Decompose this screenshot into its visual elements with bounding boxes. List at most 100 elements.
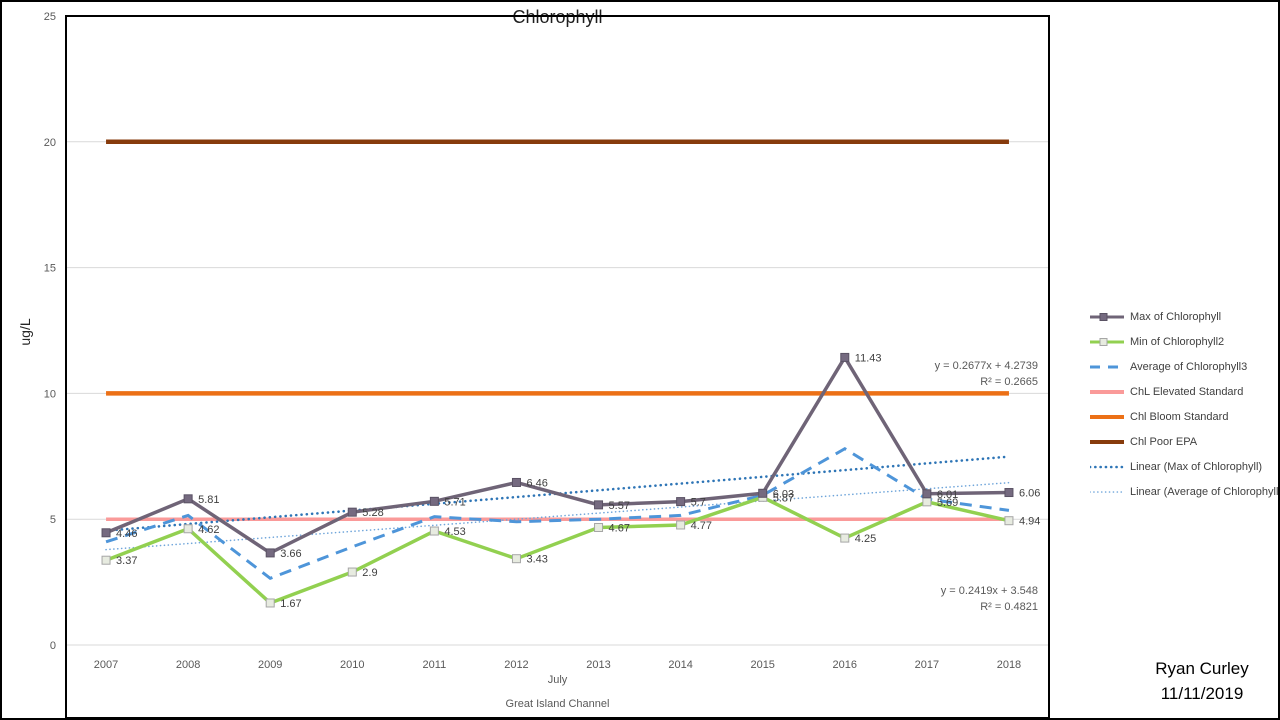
legend-item-label: ChL Elevated Standard — [1130, 385, 1244, 398]
legend-item: Chl Poor EPA — [1090, 429, 1278, 454]
data-label: 6.03 — [773, 488, 794, 500]
data-label: 5.7 — [691, 497, 706, 509]
data-point-marker — [101, 528, 111, 538]
data-label: 4.77 — [691, 520, 712, 532]
legend-swatch-icon — [1090, 389, 1124, 394]
legend-item: Linear (Average of Chlorophyll3) — [1090, 479, 1278, 504]
series-0-labels: 4.46 5.81 3.66 5.28 5.71 6.46 5.57 5.7 6.03 11.43… — [116, 352, 1040, 559]
trend-equation-6: y = 0.2677x + 4.2739 R² = 0.2665 — [935, 360, 1038, 388]
legend-item: Average of Chlorophyll3 — [1090, 354, 1278, 379]
data-label: 5.57 — [609, 500, 630, 512]
plot-border — [65, 15, 1050, 718]
trend-r2: R² = 0.4821 — [980, 601, 1038, 613]
trend-equation-7: y = 0.2419x + 3.548 R² = 0.4821 — [941, 585, 1038, 613]
y-tick-label: 5 — [50, 514, 56, 526]
data-point-marker — [101, 555, 111, 565]
data-label: 5.69 — [937, 497, 958, 509]
data-label: 4.62 — [198, 524, 219, 536]
data-point-marker — [758, 488, 768, 498]
data-point-marker — [594, 523, 604, 533]
data-point-marker — [1004, 516, 1014, 526]
data-point-marker — [840, 352, 850, 362]
x-tick-label: 2009 — [258, 659, 282, 671]
data-label: 3.66 — [280, 548, 301, 560]
y-axis-title-text: ug/L — [17, 318, 33, 345]
data-label: 3.37 — [116, 555, 137, 567]
legend-item: Linear (Max of Chlorophyll) — [1090, 454, 1278, 479]
data-label: 5.71 — [444, 496, 465, 508]
chart-legend: Max of Chlorophyll Min of Chlorophyll2 Ave… — [1090, 304, 1278, 504]
x-tick-label: 2010 — [340, 659, 364, 671]
legend-item-label: Chl Poor EPA — [1130, 435, 1198, 448]
data-label: 6.06 — [1019, 488, 1040, 500]
x-axis-title: Great Island Channel — [505, 698, 610, 710]
trend-r2: R² = 0.2665 — [980, 376, 1038, 388]
author-name: Ryan Curley — [1155, 659, 1249, 678]
x-tick-labels: 2007 2008 2009 2010 2011 2012 2013 2014 2015 2016… — [94, 659, 1021, 671]
data-label: 3.43 — [526, 554, 547, 566]
legend-item: Chl Bloom Standard — [1090, 404, 1278, 429]
legend-item-label: Linear (Max of Chlorophyll) — [1130, 460, 1263, 473]
data-point-marker — [676, 520, 686, 530]
data-label: 6.01 — [937, 489, 958, 501]
data-label: 1.67 — [280, 598, 301, 610]
series-1 — [101, 492, 1014, 608]
data-point-marker — [676, 497, 686, 507]
data-label: 5.28 — [362, 507, 383, 519]
data-label: 2.9 — [362, 567, 377, 579]
x-tick-label: 2017 — [915, 659, 939, 671]
data-label: 11.43 — [855, 352, 882, 364]
data-point-marker — [594, 500, 604, 510]
x-tick-label: 2015 — [750, 659, 774, 671]
x-tick-label: 2018 — [997, 659, 1021, 671]
y-tick-label: 20 — [44, 137, 56, 149]
series-2 — [105, 447, 1010, 581]
data-point-marker — [347, 567, 357, 577]
x-axis-group-label: July — [547, 674, 568, 686]
x-tick-label: 2008 — [176, 659, 200, 671]
legend-swatch-icon — [1090, 414, 1124, 419]
legend-swatch-icon — [1090, 312, 1124, 321]
x-tick-label: 2011 — [423, 659, 447, 671]
data-label: 5.87 — [773, 492, 794, 504]
y-axis-title: ug/L — [17, 318, 33, 345]
data-label: 6.46 — [526, 477, 547, 489]
legend-item: Max of Chlorophyll — [1090, 304, 1278, 329]
trend-equation: y = 0.2677x + 4.2739 — [935, 360, 1038, 372]
data-point-marker — [429, 496, 439, 506]
y-tick-label: 10 — [44, 388, 56, 400]
y-tick-labels: 0 5 10 15 20 25 — [44, 11, 56, 652]
data-point-marker — [511, 554, 521, 564]
x-tick-label: 2014 — [668, 659, 692, 671]
data-label: 4.67 — [609, 523, 630, 535]
legend-item-label: Min of Chlorophyll2 — [1130, 335, 1225, 348]
data-point-marker — [511, 477, 521, 487]
data-label: 4.46 — [116, 528, 137, 540]
y-tick-label: 15 — [44, 263, 56, 275]
data-label: 4.94 — [1019, 516, 1040, 528]
legend-item-label: Max of Chlorophyll — [1130, 310, 1222, 323]
data-point-marker — [840, 533, 850, 543]
legend-swatch-icon — [1090, 465, 1124, 468]
legend-swatch-icon — [1090, 439, 1124, 444]
y-tick-label: 25 — [44, 11, 56, 23]
data-point-marker — [1004, 488, 1014, 498]
data-point-marker — [429, 526, 439, 536]
date-label: 11/11/2019 — [1160, 684, 1244, 703]
data-point-marker — [265, 598, 275, 608]
data-label: 5.81 — [198, 494, 219, 506]
x-tick-label: 2012 — [504, 659, 528, 671]
data-point-marker — [922, 497, 932, 507]
legend-item-label: Chl Bloom Standard — [1130, 410, 1229, 423]
series-0 — [101, 352, 1014, 558]
series-7 — [105, 481, 1010, 551]
x-tick-label: 2007 — [94, 659, 118, 671]
series-1-labels: 3.37 4.62 1.67 2.9 4.53 3.43 4.67 4.77 5.87 4.25 5… — [116, 492, 1040, 610]
x-tick-label: 2013 — [586, 659, 610, 671]
trend-equation: y = 0.2419x + 3.548 — [941, 585, 1038, 597]
legend-swatch-icon — [1090, 337, 1124, 346]
data-point-marker — [183, 524, 193, 534]
legend-item-label: Average of Chlorophyll3 — [1130, 360, 1248, 373]
